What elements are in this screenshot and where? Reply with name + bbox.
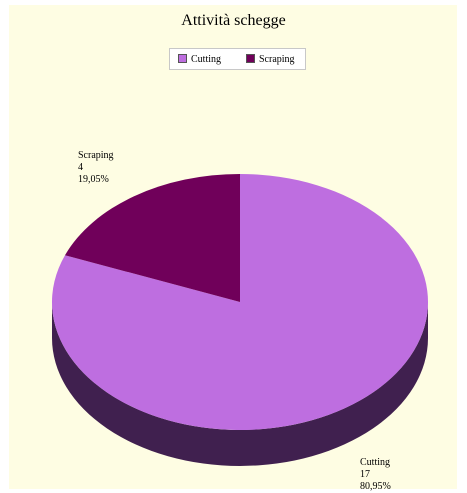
- chart-title: Attività schegge: [181, 12, 286, 29]
- pie-slice-scraping: [64, 174, 241, 302]
- slice-label-cutting-percent: 80,95%: [360, 481, 391, 492]
- legend-label-scraping: Scraping: [259, 54, 295, 65]
- slice-label-scraping-value: 4: [78, 162, 83, 173]
- pie-side: [52, 302, 428, 466]
- legend-swatch-cutting: [178, 54, 187, 63]
- legend-item-scraping: Scraping: [246, 54, 295, 66]
- slice-label-scraping-name: Scraping: [78, 150, 114, 161]
- slice-label-cutting-value: 17: [360, 469, 370, 480]
- pie-side-cutting: [52, 302, 428, 466]
- legend: Cutting Scraping: [169, 48, 306, 70]
- slice-label-cutting-name: Cutting: [360, 457, 390, 468]
- legend-swatch-scraping: [246, 54, 255, 63]
- legend-item-cutting: Cutting: [178, 54, 221, 66]
- pie-top: [51, 174, 428, 430]
- legend-label-cutting: Cutting: [191, 54, 222, 65]
- slice-label-scraping-percent: 19,05%: [78, 174, 109, 185]
- pie-slice-cutting: [51, 174, 428, 430]
- pie-labels: Scraping 4 19,05% Cutting 17 80,95%: [78, 150, 391, 492]
